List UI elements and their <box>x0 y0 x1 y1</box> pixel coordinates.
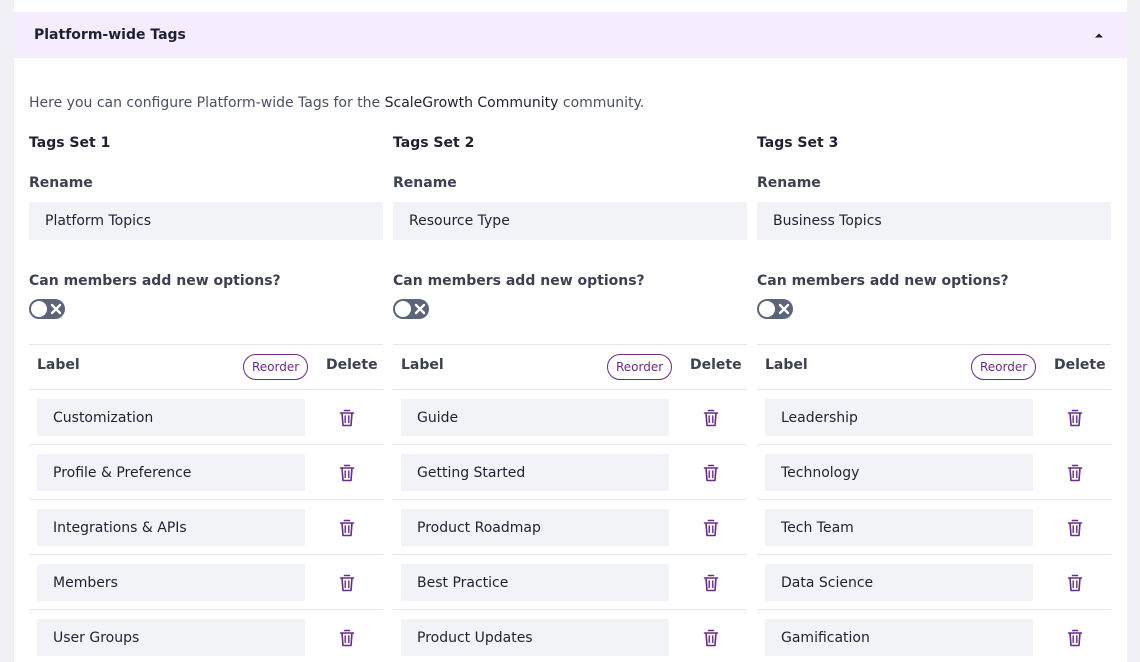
can-add-label: Can members add new options? <box>757 273 1009 289</box>
community-name: ScaleGrowth Community <box>384 95 559 111</box>
option-label-input[interactable] <box>765 399 1033 436</box>
trash-icon[interactable] <box>1067 409 1085 427</box>
rename-label: Rename <box>393 175 457 191</box>
option-label-input[interactable] <box>765 509 1033 546</box>
option-row <box>29 555 383 610</box>
can-add-toggle[interactable] <box>29 299 65 319</box>
label-column-header: Label <box>765 357 808 373</box>
option-row <box>29 390 383 445</box>
option-label-input[interactable] <box>765 564 1033 601</box>
option-row <box>757 445 1111 500</box>
trash-icon[interactable] <box>1067 464 1085 482</box>
option-row <box>393 610 747 662</box>
intro-suffix: community. <box>562 95 645 111</box>
option-label-input[interactable] <box>37 619 305 656</box>
option-row <box>757 500 1111 555</box>
trash-icon[interactable] <box>339 629 357 647</box>
option-label-input[interactable] <box>37 564 305 601</box>
platform-tags-panel: Platform-wide Tags Here you can configur… <box>14 0 1127 662</box>
delete-column-header: Delete <box>1054 357 1106 373</box>
option-row <box>757 390 1111 445</box>
tag-set-title: Tags Set 2 <box>393 135 475 151</box>
tag-set-column-1: Tags Set 1 Rename Can members add new op… <box>29 0 383 662</box>
option-row <box>29 500 383 555</box>
option-label-input[interactable] <box>37 509 305 546</box>
option-label-input[interactable] <box>765 454 1033 491</box>
tag-set-title: Tags Set 3 <box>757 135 839 151</box>
rename-label: Rename <box>757 175 821 191</box>
tag-set-title: Tags Set 1 <box>29 135 111 151</box>
options-table: Label Reorder Delete <box>29 344 383 662</box>
panel-title: Platform-wide Tags <box>34 27 186 43</box>
can-add-label: Can members add new options? <box>393 273 645 289</box>
option-row <box>29 445 383 500</box>
trash-icon[interactable] <box>339 409 357 427</box>
reorder-button[interactable]: Reorder <box>243 354 309 380</box>
trash-icon[interactable] <box>703 409 721 427</box>
reorder-button[interactable]: Reorder <box>971 354 1037 380</box>
option-label-input[interactable] <box>401 619 669 656</box>
trash-icon[interactable] <box>1067 519 1085 537</box>
trash-icon[interactable] <box>703 574 721 592</box>
label-column-header: Label <box>37 357 80 373</box>
caret-up-icon[interactable] <box>1091 27 1107 43</box>
options-table-header: Label Reorder Delete <box>393 344 747 390</box>
trash-icon[interactable] <box>1067 629 1085 647</box>
can-add-toggle[interactable] <box>757 299 793 319</box>
rename-label: Rename <box>29 175 93 191</box>
options-table-header: Label Reorder Delete <box>29 344 383 390</box>
rename-input[interactable] <box>29 202 383 240</box>
intro-prefix: Here you can configure Platform-wide Tag… <box>29 95 381 111</box>
options-table-header: Label Reorder Delete <box>757 344 1111 390</box>
options-table: Label Reorder Delete <box>393 344 747 662</box>
option-label-input[interactable] <box>401 399 669 436</box>
option-label-input[interactable] <box>401 564 669 601</box>
reorder-button[interactable]: Reorder <box>607 354 673 380</box>
options-table: Label Reorder Delete <box>757 344 1111 662</box>
option-row <box>757 555 1111 610</box>
trash-icon[interactable] <box>339 574 357 592</box>
option-label-input[interactable] <box>37 454 305 491</box>
option-row <box>393 500 747 555</box>
label-column-header: Label <box>401 357 444 373</box>
rename-input[interactable] <box>393 202 747 240</box>
option-row <box>29 610 383 662</box>
panel-header[interactable]: Platform-wide Tags <box>14 12 1127 58</box>
delete-column-header: Delete <box>326 357 378 373</box>
option-row <box>393 555 747 610</box>
rename-input[interactable] <box>757 202 1111 240</box>
option-label-input[interactable] <box>401 509 669 546</box>
can-add-toggle[interactable] <box>393 299 429 319</box>
option-label-input[interactable] <box>765 619 1033 656</box>
tag-set-column-2: Tags Set 2 Rename Can members add new op… <box>393 0 747 662</box>
trash-icon[interactable] <box>703 464 721 482</box>
tag-set-column-3: Tags Set 3 Rename Can members add new op… <box>757 0 1111 662</box>
option-row <box>757 610 1111 662</box>
option-row <box>393 390 747 445</box>
option-row <box>393 445 747 500</box>
trash-icon[interactable] <box>339 464 357 482</box>
can-add-label: Can members add new options? <box>29 273 281 289</box>
option-label-input[interactable] <box>401 454 669 491</box>
intro-text: Here you can configure Platform-wide Tag… <box>29 95 644 111</box>
trash-icon[interactable] <box>703 629 721 647</box>
option-label-input[interactable] <box>37 399 305 436</box>
trash-icon[interactable] <box>1067 574 1085 592</box>
delete-column-header: Delete <box>690 357 742 373</box>
trash-icon[interactable] <box>339 519 357 537</box>
trash-icon[interactable] <box>703 519 721 537</box>
